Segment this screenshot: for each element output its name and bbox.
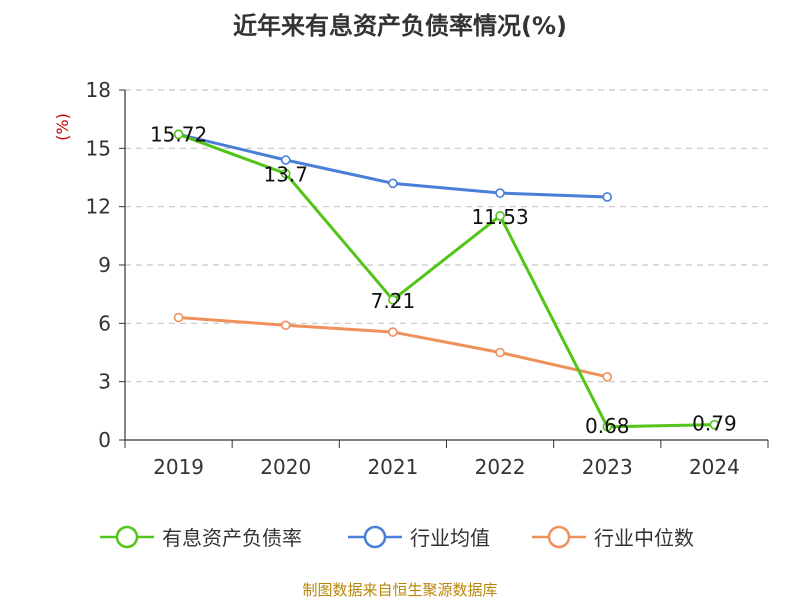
x-tick-label: 2022 [475, 455, 526, 479]
data-point [280, 168, 291, 179]
x-tick-labels: 2019 2020 2021 2022 2023 2024 [153, 455, 740, 479]
chart-title: 近年来有息资产负债率情况(%) [233, 12, 567, 40]
x-tick-label: 2021 [367, 455, 418, 479]
y-axis-unit-label: (%) [53, 113, 72, 141]
data-label: 11.53 [471, 205, 528, 229]
series-line [178, 316, 608, 379]
data-label: 0.68 [585, 414, 630, 438]
series-lines [173, 129, 720, 432]
y-tick-label: 18 [86, 78, 111, 102]
axes [119, 89, 769, 448]
x-tick-label: 2024 [689, 455, 740, 479]
legend-label: 行业均值 [410, 526, 490, 550]
legend-marker [363, 525, 387, 549]
y-tick-label: 12 [86, 195, 111, 219]
grid-lines [125, 89, 768, 383]
data-point [388, 295, 398, 305]
data-point [388, 178, 398, 189]
legend: 有息资产负债率 行业均值 行业中位数 [100, 525, 694, 550]
y-tick-label: 15 [86, 136, 111, 160]
series-2 [173, 312, 613, 382]
y-tick-labels: 0 3 6 9 12 15 18 [86, 78, 111, 452]
y-tick-label: 6 [98, 311, 111, 335]
x-tick-label: 2023 [582, 455, 633, 479]
data-point [602, 192, 613, 202]
series-0 [173, 129, 720, 432]
series-line [178, 132, 715, 429]
data-point [495, 188, 505, 198]
data-label: 7.21 [371, 289, 416, 313]
data-point [602, 421, 613, 432]
data-labels: 15.72 13.7 7.21 11.53 0.68 0.79 [150, 122, 737, 437]
legend-marker [115, 525, 139, 549]
series-1 [173, 129, 613, 202]
x-tick-label: 2019 [153, 455, 204, 479]
legend-marker [547, 525, 571, 549]
data-point [280, 155, 291, 165]
data-point [388, 327, 398, 337]
data-point [280, 320, 291, 331]
legend-label: 有息资产负债率 [162, 526, 302, 550]
data-point [602, 372, 613, 382]
data-point [709, 419, 720, 430]
y-tick-label: 0 [98, 428, 111, 452]
data-point [173, 129, 184, 140]
y-tick-label: 3 [98, 370, 111, 394]
data-point [495, 347, 505, 358]
y-tick-label: 9 [98, 253, 111, 277]
data-label: 13.7 [263, 163, 308, 187]
data-point [173, 312, 184, 323]
data-label: 15.72 [150, 122, 207, 146]
source-note: 制图数据来自恒生聚源数据库 [302, 581, 497, 599]
x-tick-label: 2020 [260, 455, 311, 479]
legend-label: 行业中位数 [594, 526, 694, 550]
data-label: 0.79 [692, 412, 737, 436]
data-point [495, 211, 505, 221]
